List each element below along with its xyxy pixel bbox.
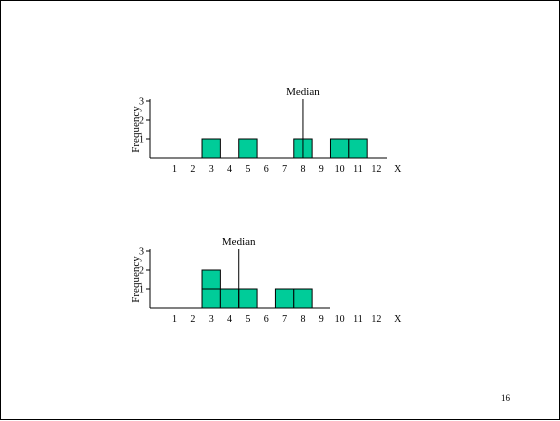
bar-square-x3	[201, 269, 221, 290]
x-tick-label: 5	[245, 314, 250, 325]
bar-square-x4	[219, 288, 240, 309]
bar-square-x5	[238, 288, 258, 309]
y-tick-label: 3	[139, 247, 144, 258]
x-tick-label: 6	[264, 164, 269, 175]
bar-square-x8	[293, 288, 313, 309]
x-tick-label: 10	[335, 164, 345, 175]
x-tick-label: 1	[172, 314, 177, 325]
x-tick-label: 10	[335, 314, 345, 325]
bar-square-x3	[201, 288, 221, 309]
y-tick-label: 3	[139, 97, 144, 108]
x-tick-label: 5	[245, 164, 250, 175]
median-label: Median	[222, 236, 256, 248]
page-number: 16	[501, 393, 510, 403]
bar-square-x11	[348, 138, 368, 159]
x-tick-label: 7	[282, 314, 287, 325]
bar-square-x5	[238, 138, 258, 159]
bar-square-x7	[274, 288, 295, 309]
x-tick-label: 2	[190, 314, 195, 325]
y-tick-label: 2	[139, 116, 144, 127]
y-axis-label: Frequency	[130, 256, 142, 303]
x-tick-label: X	[394, 164, 402, 175]
x-tick-label: 11	[353, 164, 363, 175]
x-tick-label: 12	[371, 164, 381, 175]
y-tick-label: 1	[139, 285, 144, 296]
x-tick-label: 7	[282, 164, 287, 175]
x-tick-label: 1	[172, 164, 177, 175]
x-tick-label: 12	[371, 314, 381, 325]
x-tick-label: 9	[319, 164, 324, 175]
x-tick-label: 4	[227, 314, 232, 325]
median-label: Median	[286, 86, 320, 98]
x-tick-label: 9	[319, 314, 324, 325]
y-axis-label: Frequency	[130, 106, 142, 153]
x-tick-label: 8	[300, 164, 305, 175]
x-tick-label: 3	[209, 314, 214, 325]
y-tick-label: 2	[139, 266, 144, 277]
x-tick-label: 8	[300, 314, 305, 325]
x-tick-label: 3	[209, 164, 214, 175]
y-tick-label: 1	[139, 135, 144, 146]
x-tick-label: 11	[353, 314, 363, 325]
x-tick-label: 4	[227, 164, 232, 175]
bar-square-x10	[329, 138, 350, 159]
x-tick-label: 6	[264, 314, 269, 325]
bar-square-x3	[201, 138, 221, 159]
x-tick-label: X	[394, 314, 402, 325]
x-tick-label: 2	[190, 164, 195, 175]
